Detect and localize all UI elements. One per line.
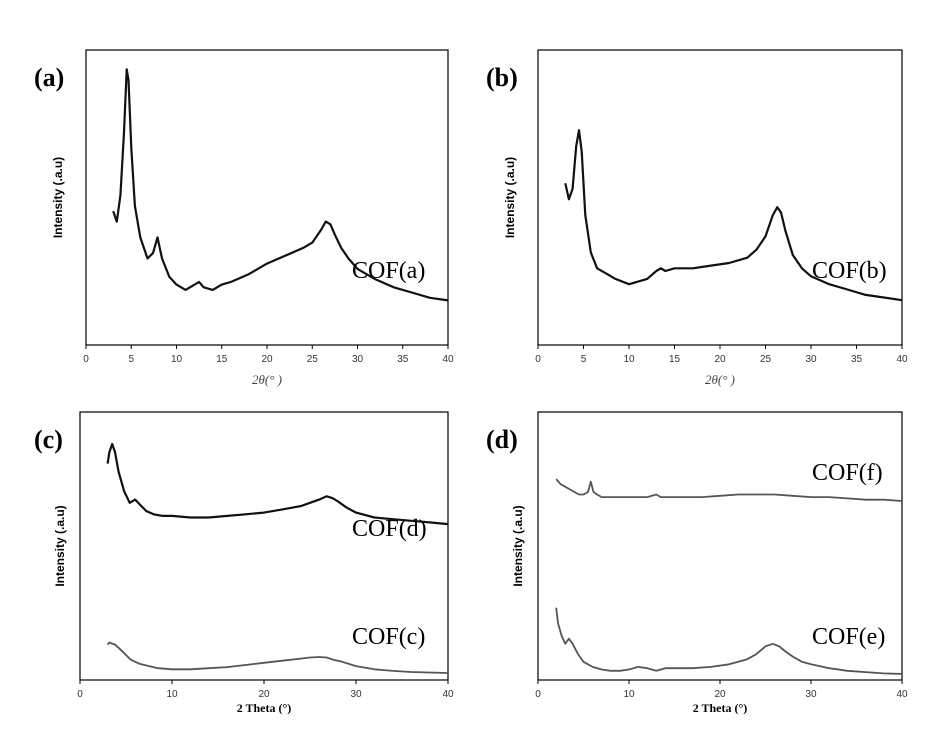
x-axis-label-d: 2 Theta (°) bbox=[693, 701, 748, 715]
x-axis-label-a: 2θ(° ) bbox=[252, 372, 282, 387]
plot-frame-a bbox=[86, 50, 448, 345]
series-label-cof-a: COF(a) bbox=[352, 258, 425, 284]
series-label-cof-c: COF(c) bbox=[352, 624, 425, 650]
x-tick-label-b-15: 15 bbox=[669, 354, 681, 365]
panel-label-c: (c) bbox=[34, 425, 63, 454]
x-axis-label-c: 2 Theta (°) bbox=[237, 701, 292, 715]
plot-frame-b bbox=[538, 50, 902, 345]
x-tick-label-b-10: 10 bbox=[623, 354, 635, 365]
x-tick-label-c-40: 40 bbox=[442, 689, 454, 700]
x-ticks-b: 0 5 10 15 20 25 30 35 40 bbox=[535, 345, 908, 365]
x-tick-label-b-35: 35 bbox=[851, 354, 863, 365]
x-tick-label-a-20: 20 bbox=[261, 354, 273, 365]
y-axis-label-c: Intensity (.a.u) bbox=[53, 505, 67, 586]
y-axis-label-d: Intensity (.a.u) bbox=[511, 505, 525, 586]
x-tick-label-d-0: 0 bbox=[535, 689, 541, 700]
series-label-cof-d: COF(d) bbox=[352, 516, 427, 542]
x-tick-label-d-20: 20 bbox=[714, 689, 726, 700]
x-tick-label-b-20: 20 bbox=[714, 354, 726, 365]
panel-a: (a) 0 5 10 15 20 25 30 35 40 Intensity (.a.u) 2θ… bbox=[34, 50, 454, 387]
y-axis-label-b: Intensity (.a.u) bbox=[503, 157, 517, 238]
panel-c: (c) 0 10 20 30 40 Intensity (.a.u) 2 Theta (… bbox=[34, 412, 454, 715]
x-tick-label-a-40: 40 bbox=[442, 354, 454, 365]
x-tick-label-a-10: 10 bbox=[171, 354, 183, 365]
x-tick-label-b-0: 0 bbox=[535, 354, 541, 365]
x-tick-label-a-0: 0 bbox=[83, 354, 89, 365]
x-tick-label-c-0: 0 bbox=[77, 689, 83, 700]
series-line-cof-d bbox=[108, 444, 448, 524]
x-tick-label-a-25: 25 bbox=[307, 354, 319, 365]
x-tick-label-d-10: 10 bbox=[623, 689, 635, 700]
x-tick-label-c-10: 10 bbox=[166, 689, 178, 700]
series-label-cof-e: COF(e) bbox=[812, 624, 885, 650]
panel-b: (b) 0 5 10 15 20 25 30 35 40 Intensity (.a.u) 2θ… bbox=[486, 50, 908, 387]
x-tick-label-d-40: 40 bbox=[896, 689, 908, 700]
x-ticks-d: 0 10 20 30 40 bbox=[535, 680, 908, 700]
x-tick-label-b-40: 40 bbox=[896, 354, 908, 365]
x-tick-label-a-30: 30 bbox=[352, 354, 364, 365]
x-tick-label-b-25: 25 bbox=[760, 354, 772, 365]
panel-d: (d) 0 10 20 30 40 Intensity (.a.u) 2 Theta (… bbox=[486, 412, 908, 715]
x-ticks-c: 0 10 20 30 40 bbox=[77, 680, 454, 700]
x-tick-label-a-35: 35 bbox=[397, 354, 409, 365]
panel-label-a: (a) bbox=[34, 63, 64, 92]
x-axis-label-b: 2θ(° ) bbox=[705, 372, 735, 387]
x-tick-label-d-30: 30 bbox=[805, 689, 817, 700]
y-axis-label-a: Intensity (.a.u) bbox=[51, 157, 65, 238]
x-tick-label-a-5: 5 bbox=[128, 354, 134, 365]
x-tick-label-a-15: 15 bbox=[216, 354, 228, 365]
series-label-cof-f: COF(f) bbox=[812, 460, 883, 486]
panel-label-d: (d) bbox=[486, 425, 518, 454]
panel-label-b: (b) bbox=[486, 63, 518, 92]
x-tick-label-c-30: 30 bbox=[350, 689, 362, 700]
series-label-cof-b: COF(b) bbox=[812, 258, 887, 284]
x-tick-label-b-5: 5 bbox=[581, 354, 587, 365]
x-tick-label-b-30: 30 bbox=[805, 354, 817, 365]
x-tick-label-c-20: 20 bbox=[258, 689, 270, 700]
x-ticks-a: 0 5 10 15 20 25 30 35 40 bbox=[83, 345, 454, 365]
